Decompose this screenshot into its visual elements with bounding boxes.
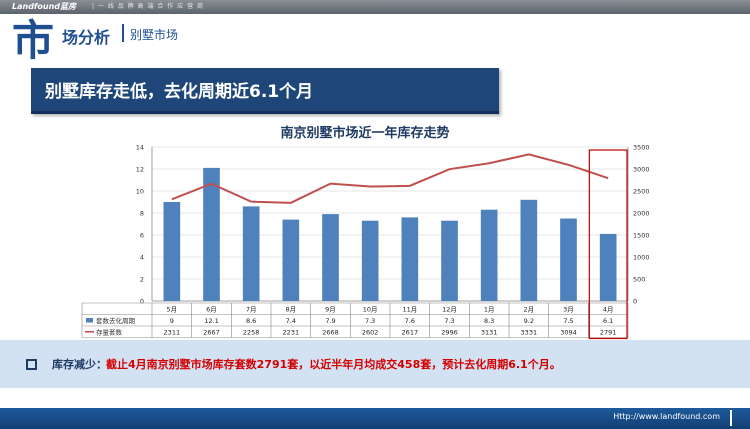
table-cell-stock: 2258 [243, 328, 260, 336]
table-cell-period: 7.3 [444, 317, 454, 325]
left-axis-tick-label: 2 [140, 276, 144, 284]
bar [599, 233, 617, 301]
table-cell-stock: 3094 [560, 328, 577, 336]
headline-banner: 别墅库存走低，去化周期近6.1个月 [31, 68, 499, 114]
summary-box: 库存减少： 截止4月南京别墅市场库存套数2791套，以近半年月均成交458套，预… [0, 340, 750, 388]
table-cell-period: 8.3 [484, 317, 494, 325]
left-axis-tick-label: 4 [140, 254, 144, 262]
table-cell-stock: 2602 [362, 328, 379, 336]
table-category-label: 10月 [363, 305, 378, 313]
table-cell-stock: 2617 [402, 328, 419, 336]
table-cell-stock: 2231 [283, 328, 300, 336]
table-category-label: 9月 [325, 305, 336, 313]
bar [282, 219, 300, 301]
table-category-label: 7月 [246, 305, 257, 313]
legend-key-bar [86, 318, 93, 323]
table-cell-period: 6.1 [603, 317, 613, 325]
table-cell-period: 9 [170, 317, 174, 325]
right-axis-tick-label: 2000 [633, 210, 650, 218]
table-cell-stock: 2996 [441, 328, 458, 336]
right-axis-tick-label: 1500 [633, 232, 650, 240]
summary-label: 库存减少： [52, 358, 107, 371]
company-logo: Landfound蓝房 [12, 2, 77, 11]
tagline: | 一 线 品 牌 高 端 合 作 应 营 商 [92, 3, 205, 10]
footer-divider [730, 410, 732, 426]
footer-url: Http://www.landfound.com [613, 412, 720, 421]
right-axis-tick-label: 0 [633, 298, 637, 306]
bar [242, 206, 260, 301]
stock-line [171, 153, 609, 204]
table-category-label: 3月 [563, 305, 574, 313]
right-axis-tick-label: 3500 [633, 144, 650, 152]
table-cell-period: 7.4 [286, 317, 296, 325]
square-bullet-icon [26, 359, 37, 370]
left-axis-tick-label: 6 [140, 232, 144, 240]
bar [520, 199, 538, 301]
legend-label-line: 存量套数 [96, 327, 123, 336]
legend-label-bar: 套数去化周期 [96, 316, 136, 325]
title-divider [122, 24, 124, 42]
section-title: 场分析 [62, 28, 111, 47]
table-cell-stock: 2668 [322, 328, 339, 336]
table-cell-period: 12.1 [204, 317, 218, 325]
table-cell-period: 7.6 [405, 317, 415, 325]
table-category-label: 1月 [484, 305, 495, 313]
left-axis-tick-label: 8 [140, 210, 144, 218]
table-category-label: 5月 [167, 305, 178, 313]
table-category-label: 4月 [603, 305, 614, 313]
table-cell-period: 7.9 [325, 317, 335, 325]
headline-text: 别墅库存走低，去化周期近6.1个月 [45, 82, 314, 102]
bar [163, 202, 181, 301]
bar [441, 220, 458, 301]
chart-title: 南京别墅市场近一年库存走势 [280, 126, 450, 141]
highlight-box [588, 149, 628, 340]
table-cell-period: 7.5 [563, 317, 573, 325]
table-cell-period: 9.2 [524, 317, 534, 325]
table-category-label: 2月 [524, 305, 535, 313]
bar [560, 218, 577, 301]
table-cell-stock: 2791 [600, 328, 617, 336]
table-category-label: 6月 [206, 305, 217, 313]
bar [203, 167, 220, 301]
right-axis-tick-label: 500 [633, 276, 645, 284]
table-cell-stock: 3131 [481, 328, 498, 336]
bar [322, 214, 339, 301]
table-cell-period: 8.6 [246, 317, 256, 325]
bar [361, 220, 379, 301]
bar [480, 209, 498, 301]
right-axis-tick-label: 2500 [633, 188, 650, 196]
footer-bar: Http://www.landfound.com [0, 408, 750, 429]
section-big-char: 市 [12, 16, 55, 65]
right-axis-tick-label: 1000 [633, 254, 650, 262]
left-axis-tick-label: 0 [140, 298, 144, 306]
table-category-label: 8月 [286, 305, 297, 313]
table-category-label: 12月 [442, 305, 457, 313]
inventory-chart: 0 2 4 6 8 10 12 14 0 500 1000 1500 2000 2500 3000 3500 5… [81, 144, 650, 340]
top-bar: Landfound蓝房 | 一 线 品 牌 高 端 合 作 应 营 商 [0, 0, 750, 14]
table-cell-period: 7.3 [365, 317, 375, 325]
table-category-label: 11月 [402, 305, 417, 313]
left-axis-tick-label: 12 [136, 166, 144, 174]
summary-text: 截止4月南京别墅市场库存套数2791套，以近半年月均成交458套，预计去化周期6… [106, 358, 561, 371]
bar [401, 217, 419, 301]
section-subtitle: 别墅市场 [130, 28, 179, 42]
left-axis-tick-label: 14 [136, 144, 144, 152]
table-cell-stock: 2311 [164, 328, 181, 336]
table-cell-stock: 2667 [203, 328, 220, 336]
table-cell-stock: 3331 [521, 328, 538, 336]
left-axis-tick-label: 10 [136, 188, 144, 196]
right-axis-tick-label: 3000 [633, 166, 650, 174]
